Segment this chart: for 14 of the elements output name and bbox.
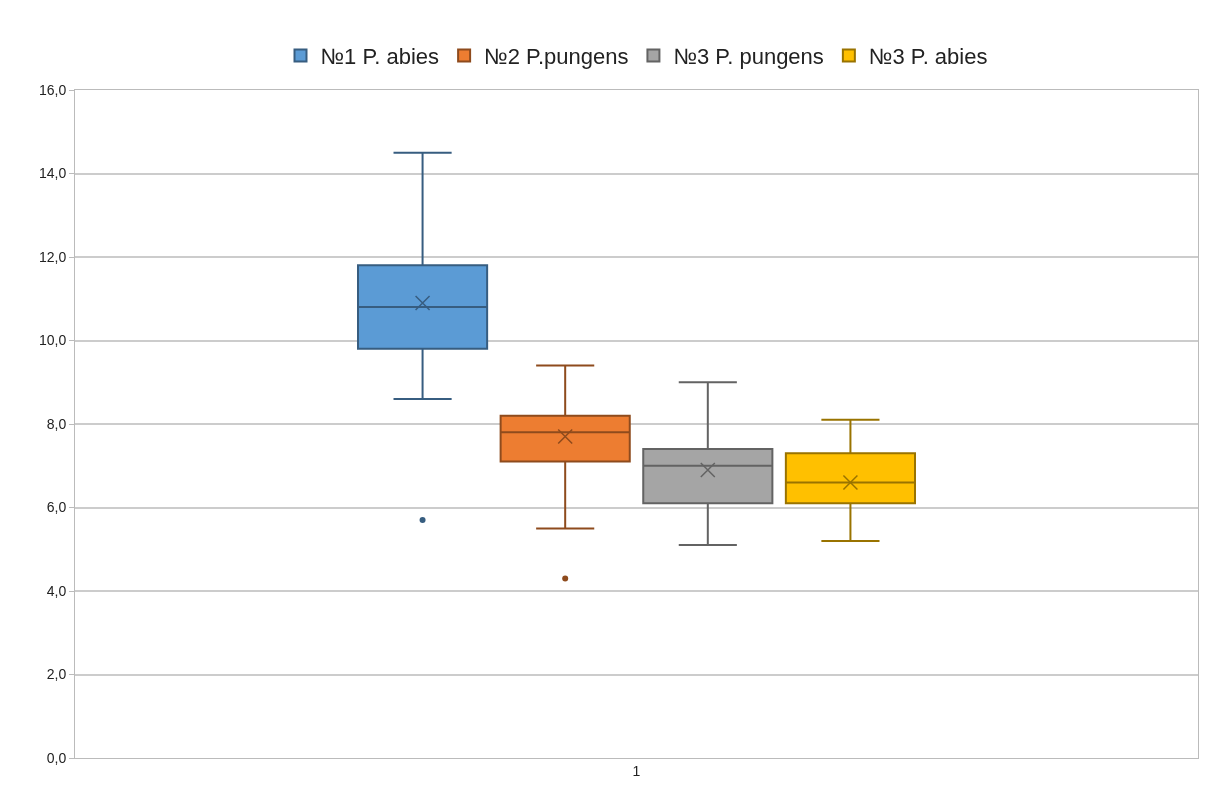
- y-tick-label: 12,0: [38, 248, 67, 265]
- legend-label: №1 P. abies: [320, 44, 440, 70]
- y-tick-label: 6,0: [46, 499, 67, 516]
- y-tick-label: 2,0: [46, 666, 67, 683]
- legend-label: №2 P.pungens: [484, 44, 629, 70]
- legend-label: №3 P. abies: [868, 44, 988, 70]
- y-tick-label: 0,0: [46, 749, 67, 766]
- x-tick-label: 1: [632, 762, 641, 779]
- y-tick-label: 16,0: [38, 81, 67, 98]
- y-tick-label: 10,0: [38, 332, 67, 349]
- y-tick-label: 8,0: [46, 415, 67, 432]
- y-tick-label: 4,0: [46, 582, 67, 599]
- y-tick-label: 14,0: [38, 165, 67, 182]
- legend-label: №3 P. pungens: [673, 44, 824, 70]
